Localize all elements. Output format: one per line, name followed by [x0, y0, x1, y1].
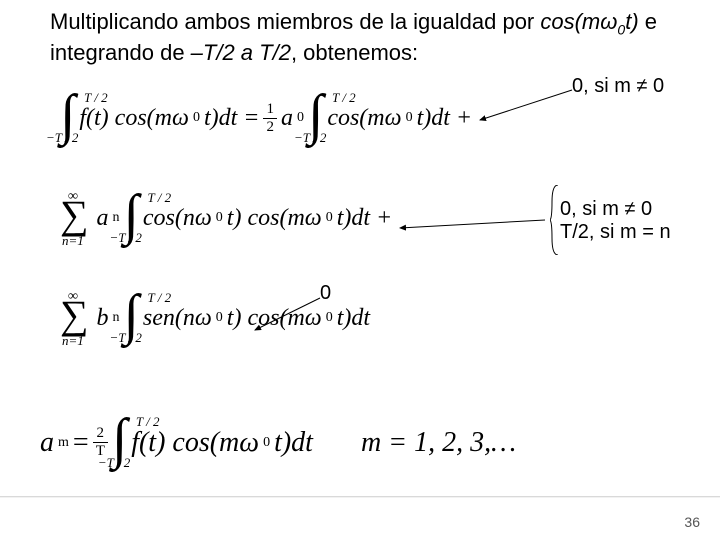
sum-3: ∞ ∑ n=1 — [60, 301, 89, 335]
integral-1b: T / 2 ∫ −T / 2 — [308, 96, 323, 140]
header-range: –T/2 a T/2 — [191, 40, 291, 65]
eq1-body: f(t) cos(mω — [79, 105, 189, 132]
equation-3: ∞ ∑ n=1 bn T / 2 ∫ −T / 2 sen(nω0t) cos(… — [60, 296, 370, 340]
header-part1: Multiplicando ambos miembros de la igual… — [50, 9, 540, 34]
half-frac: 1 2 — [263, 101, 277, 136]
equation-2: ∞ ∑ n=1 an T / 2 ∫ −T / 2 cos(nω0t) cos(… — [60, 196, 392, 240]
annotation-2: 0, si m ≠ 0 T/2, si m = n — [560, 198, 720, 244]
header-part3: , obtenemos: — [291, 40, 418, 65]
eq4-range: m = 1, 2, 3,… — [361, 427, 516, 459]
annotation-1: 0, si m ≠ 0 — [572, 75, 664, 98]
equation-4: am = 2 T T / 2 ∫ −T / 2 f(t) cos(mω0t)dt… — [40, 420, 516, 465]
header-omega: ω — [600, 9, 617, 34]
integral-4: T / 2 ∫ −T / 2 — [112, 420, 127, 465]
sum-2: ∞ ∑ n=1 — [60, 201, 89, 235]
integral-1a: T / 2 ∫ −T / 2 — [60, 96, 75, 140]
equation-1: T / 2 ∫ −T / 2 f(t) cos(mω0t)dt = 1 2 a0… — [60, 96, 472, 140]
header-text: Multiplicando ambos miembros de la igual… — [50, 8, 670, 67]
annotation-2-line2: T/2, si m = n — [560, 221, 720, 244]
header-cos: cos(m — [540, 9, 600, 34]
annotation-2-line1: 0, si m ≠ 0 — [560, 198, 720, 221]
separator — [0, 496, 720, 498]
brace-icon — [550, 185, 560, 255]
integral-3: T / 2 ∫ −T / 2 — [124, 296, 139, 340]
slide-number: 36 — [684, 514, 700, 530]
header-t: t) — [625, 9, 638, 34]
annotation-1-text: 0, si m ≠ 0 — [572, 75, 664, 97]
integral-2: T / 2 ∫ −T / 2 — [124, 196, 139, 240]
